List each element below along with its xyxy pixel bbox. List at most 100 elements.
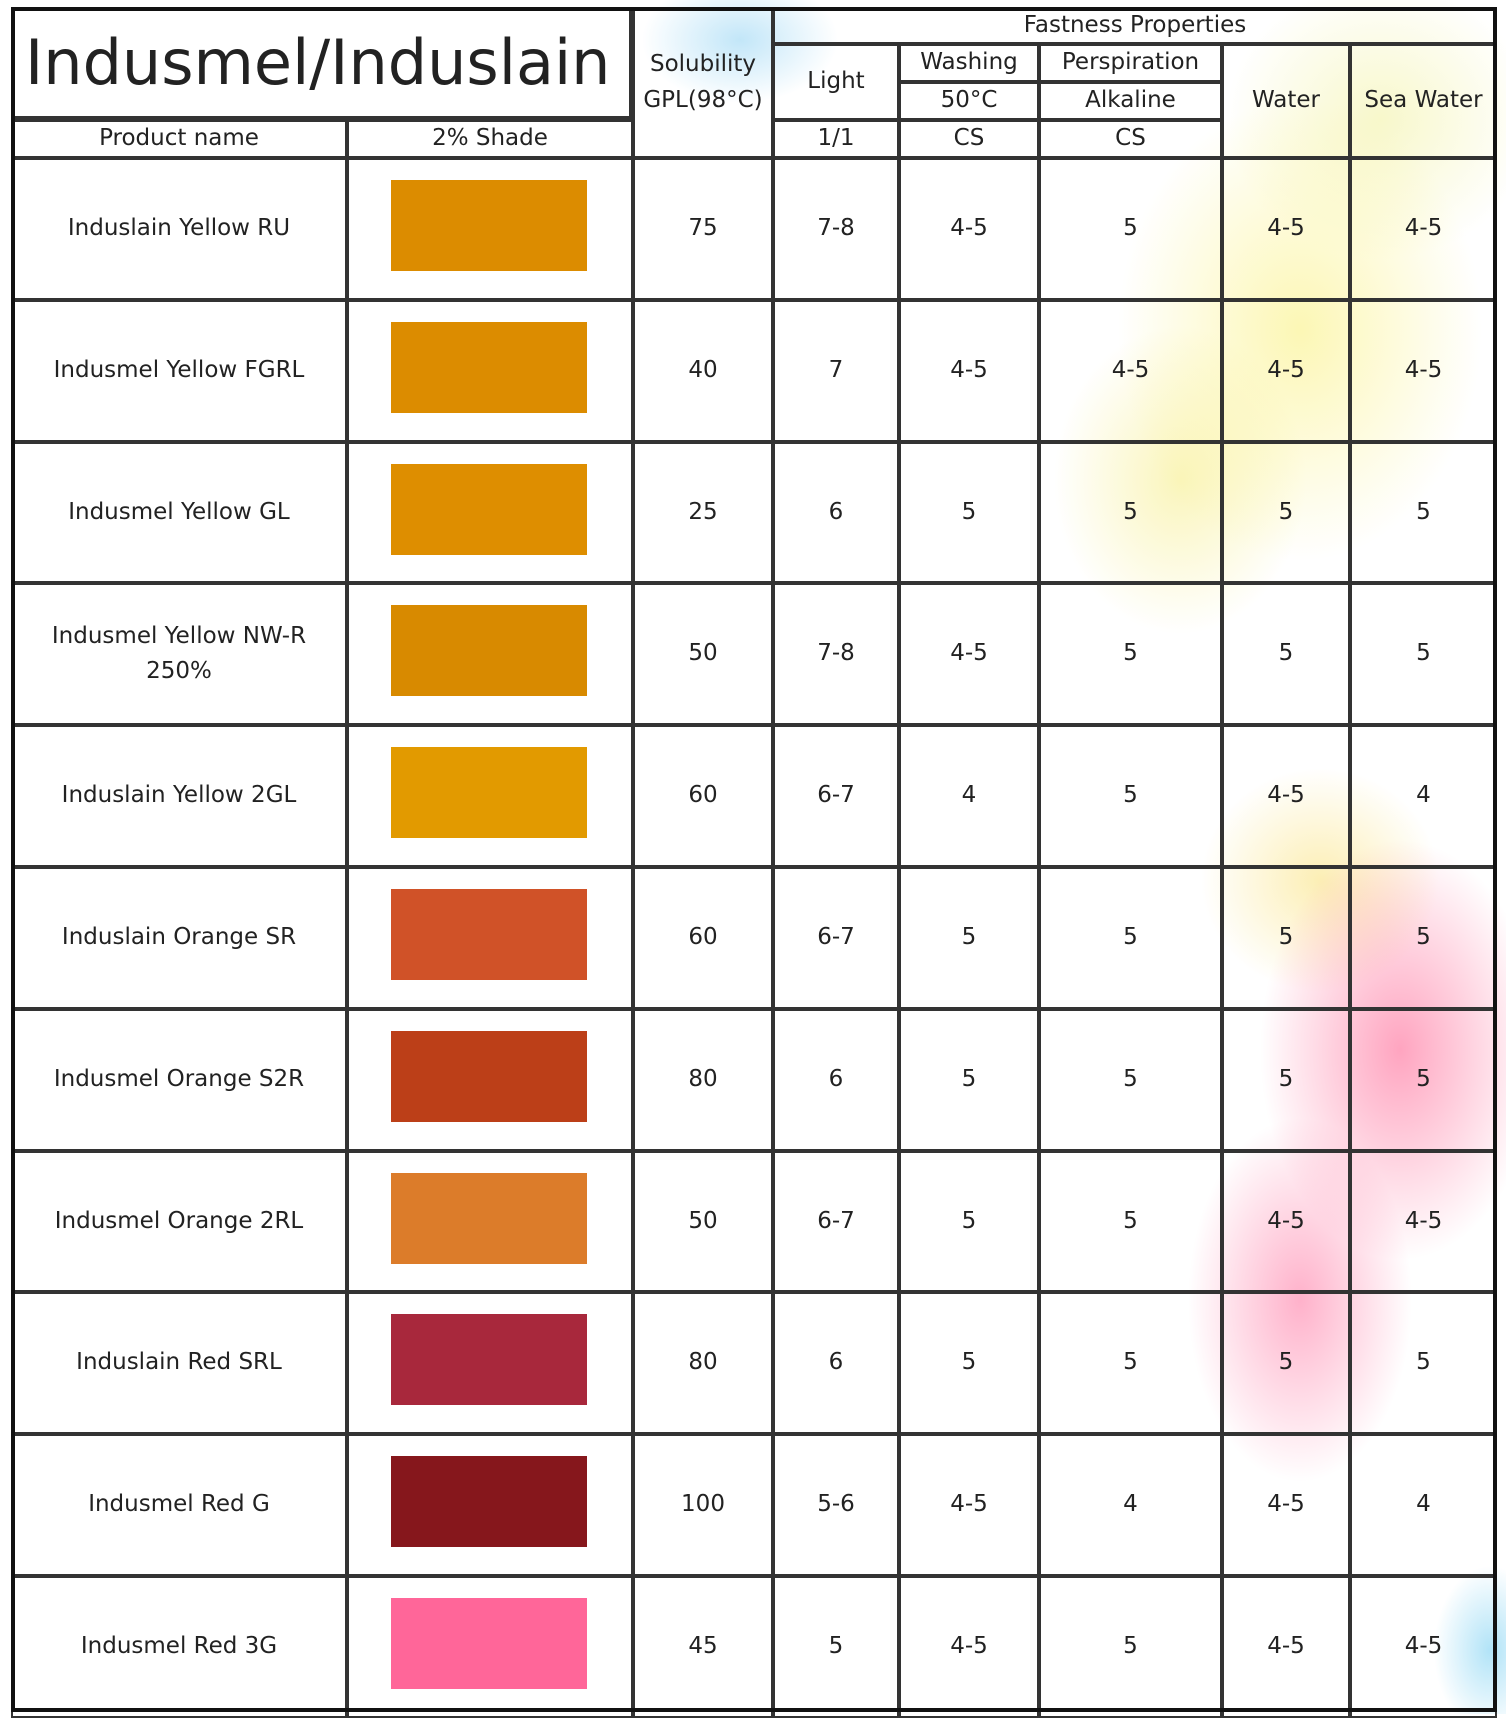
shade-swatch — [391, 605, 587, 697]
value-cell: 5 — [1039, 441, 1222, 584]
value-cell: 5 — [1350, 583, 1497, 726]
value-cell: 4-5 — [1222, 1434, 1350, 1576]
value-cell: 5 — [1039, 725, 1222, 867]
header-cell: Water — [1222, 44, 1350, 158]
shade-cell — [347, 1008, 633, 1151]
value-cell: 5 — [1039, 1292, 1222, 1435]
value-cell: 6 — [773, 1292, 899, 1435]
value-cell: 25 — [633, 441, 773, 584]
header-cell: Product name — [11, 120, 347, 158]
product-name: Indusmel Yellow NW-R 250% — [11, 583, 347, 726]
header-cell: Fastness Properties — [773, 7, 1497, 44]
value-cell: 4-5 — [1350, 299, 1497, 442]
value-cell: 75 — [633, 158, 773, 300]
value-cell: 7-8 — [773, 158, 899, 300]
value-cell: 5 — [899, 1150, 1039, 1293]
value-cell: 50 — [633, 1150, 773, 1293]
value-cell: 7-8 — [773, 583, 899, 726]
value-cell: 5 — [1222, 583, 1350, 726]
value-cell: 80 — [633, 1008, 773, 1151]
header-cell: CS — [899, 120, 1039, 158]
shade-cell — [347, 441, 633, 584]
value-cell: 6-7 — [773, 1150, 899, 1293]
product-name: Induslain Red SRL — [11, 1292, 347, 1435]
header-cell: Washing — [899, 44, 1039, 82]
header-text: GPL(98°C) — [643, 86, 763, 113]
value-cell: 40 — [633, 299, 773, 442]
value-cell: 4-5 — [899, 1434, 1039, 1576]
value-cell: 5 — [1350, 1008, 1497, 1151]
value-cell: 5 — [1039, 583, 1222, 726]
value-cell: 4-5 — [1222, 299, 1350, 442]
title: Indusmel/Induslain — [11, 7, 633, 120]
value-cell: 4-5 — [899, 583, 1039, 726]
value-cell: 5 — [1039, 867, 1222, 1009]
shade-swatch — [391, 1598, 587, 1689]
shade-swatch — [391, 180, 587, 271]
value-cell: 4-5 — [1350, 1576, 1497, 1718]
value-cell: 6-7 — [773, 725, 899, 867]
product-name: Indusmel Yellow FGRL — [11, 299, 347, 442]
shade-swatch — [391, 1456, 587, 1548]
value-cell: 4 — [1039, 1434, 1222, 1576]
header-cell: CS — [1039, 120, 1222, 158]
shade-cell — [347, 158, 633, 300]
header-cell: Solubility GPL(98°C) — [633, 7, 773, 158]
shade-swatch — [391, 463, 587, 555]
value-cell: 60 — [633, 725, 773, 867]
value-cell: 5 — [1039, 1576, 1222, 1718]
product-name: Induslain Yellow RU — [11, 158, 347, 300]
value-cell: 4-5 — [899, 158, 1039, 300]
product-name: Induslain Orange SR — [11, 867, 347, 1009]
value-cell: 6 — [773, 1008, 899, 1151]
shade-swatch — [391, 1030, 587, 1122]
value-cell: 4 — [899, 725, 1039, 867]
shade-swatch — [391, 321, 587, 413]
header-text: Solubility — [649, 50, 757, 77]
value-cell: 5 — [1350, 1292, 1497, 1435]
value-cell: 4-5 — [1222, 1150, 1350, 1293]
value-cell: 4-5 — [1350, 158, 1497, 300]
product-name: Indusmel Red G — [11, 1434, 347, 1576]
value-cell: 5 — [1039, 158, 1222, 300]
shade-swatch — [391, 889, 587, 980]
shade-cell — [347, 299, 633, 442]
header-cell: 2% Shade — [347, 120, 633, 158]
header-cell: Light — [773, 44, 899, 120]
value-cell: 5 — [899, 441, 1039, 584]
value-cell: 5 — [899, 1292, 1039, 1435]
value-cell: 7 — [773, 299, 899, 442]
value-cell: 4-5 — [899, 299, 1039, 442]
value-cell: 80 — [633, 1292, 773, 1435]
value-cell: 4-5 — [1222, 725, 1350, 867]
header-cell: 50°C — [899, 82, 1039, 120]
value-cell: 100 — [633, 1434, 773, 1576]
value-cell: 4 — [1350, 1434, 1497, 1576]
value-cell: 5 — [1350, 441, 1497, 584]
value-cell: 50 — [633, 583, 773, 726]
value-cell: 5 — [1039, 1150, 1222, 1293]
product-name: Indusmel Yellow GL — [11, 441, 347, 584]
value-cell: 5 — [899, 1008, 1039, 1151]
value-cell: 5 — [1350, 867, 1497, 1009]
value-cell: 5-6 — [773, 1434, 899, 1576]
value-cell: 4-5 — [899, 1576, 1039, 1718]
header-cell: Alkaline — [1039, 82, 1222, 120]
value-cell: 4-5 — [1222, 158, 1350, 300]
value-cell: 4-5 — [1222, 1576, 1350, 1718]
value-cell: 5 — [1222, 867, 1350, 1009]
shade-cell — [347, 725, 633, 867]
shade-cell — [347, 1150, 633, 1293]
value-cell: 6-7 — [773, 867, 899, 1009]
value-cell: 5 — [899, 867, 1039, 1009]
value-cell: 4 — [1350, 725, 1497, 867]
value-cell: 5 — [1222, 441, 1350, 584]
shade-cell — [347, 583, 633, 726]
product-name: Indusmel Orange 2RL — [11, 1150, 347, 1293]
shade-cell — [347, 867, 633, 1009]
header-cell: Sea Water — [1350, 44, 1497, 158]
header-cell: Perspiration — [1039, 44, 1222, 82]
shade-cell — [347, 1292, 633, 1435]
value-cell: 6 — [773, 441, 899, 584]
value-cell: 5 — [1222, 1292, 1350, 1435]
